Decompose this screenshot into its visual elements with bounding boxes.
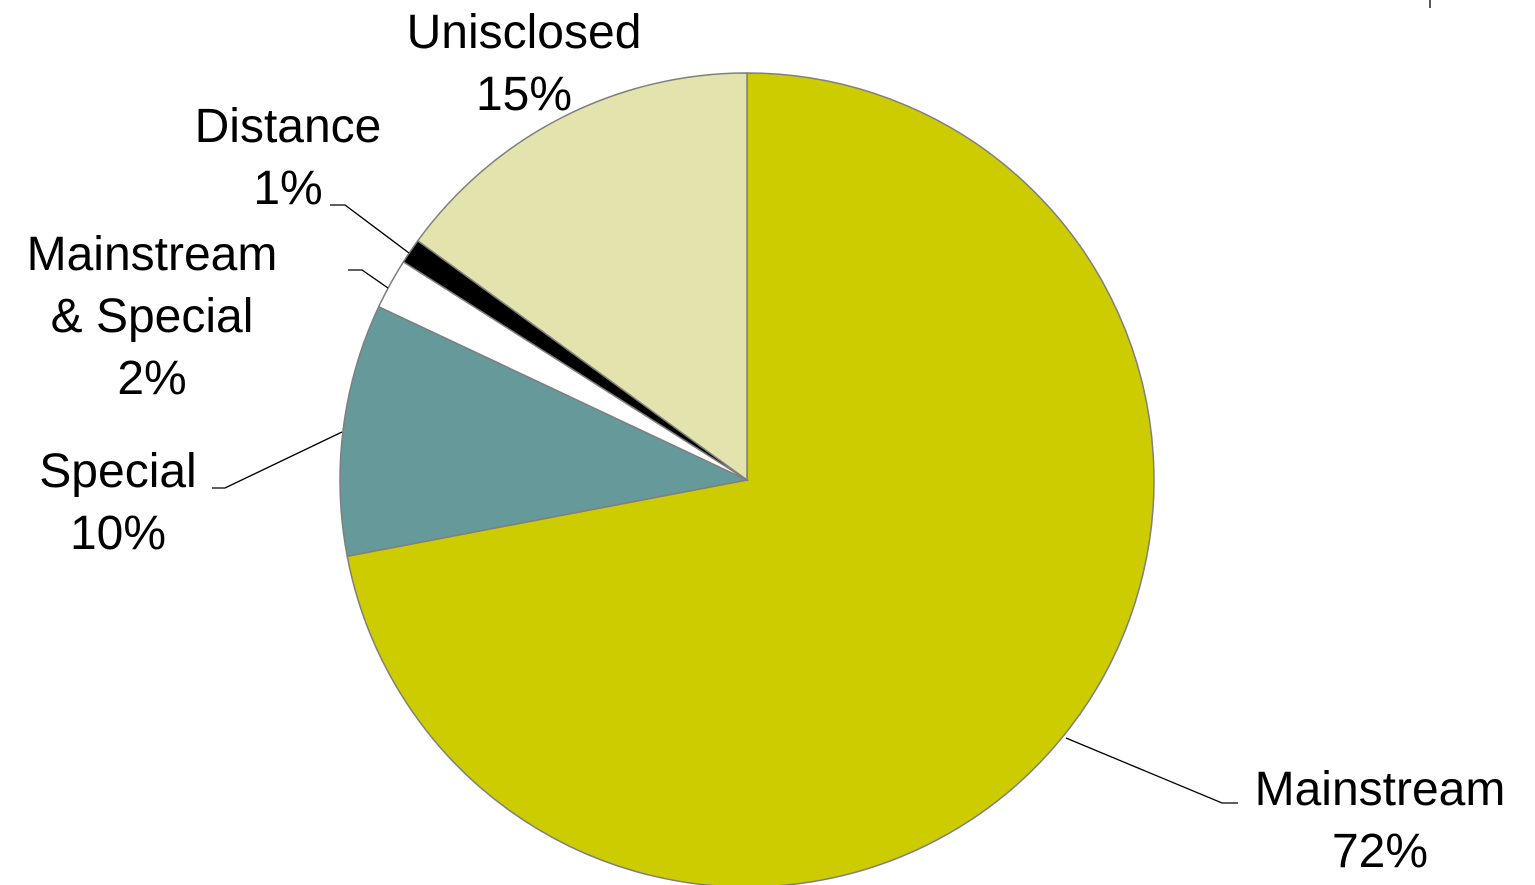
slice-label-special: Special 10% <box>39 445 196 560</box>
slice-label-line: & Special <box>51 290 254 343</box>
slice-label-line: Mainstream <box>27 228 278 281</box>
pie-slice-special <box>339 305 750 558</box>
leader-line-distance <box>330 204 410 254</box>
slice-label-line: 10% <box>70 507 166 560</box>
leader-lines <box>212 204 1238 804</box>
slice-label-mainstream: Mainstream 72% <box>1255 763 1506 878</box>
slice-labels: Mainstream 72% Special 10% Mainstream & Speci… <box>27 6 1506 878</box>
pie-slices <box>339 72 1155 885</box>
slice-label-distance: Distance 1% <box>195 100 382 215</box>
slice-label-unisclosed: Unisclosed 15% <box>407 6 642 121</box>
slice-label-line: 1% <box>253 162 322 215</box>
slice-label-mainstream-and-special: Mainstream & Special 2% <box>27 228 278 405</box>
pie-slice-mainstream <box>346 72 1155 885</box>
pie-slice-unisclosed <box>416 72 748 482</box>
slice-label-line: 72% <box>1332 825 1428 878</box>
slice-label-line: Unisclosed <box>407 6 642 59</box>
slice-label-line: Special <box>39 445 196 498</box>
slice-label-line: Distance <box>195 100 382 153</box>
slice-label-line: 15% <box>476 68 572 121</box>
slice-label-line: 2% <box>117 352 186 405</box>
leader-line-special <box>212 431 343 489</box>
slice-label-line: Mainstream <box>1255 763 1506 816</box>
leader-line-mainstream <box>1065 737 1238 804</box>
leader-line-mainstream-and-special <box>348 269 389 289</box>
